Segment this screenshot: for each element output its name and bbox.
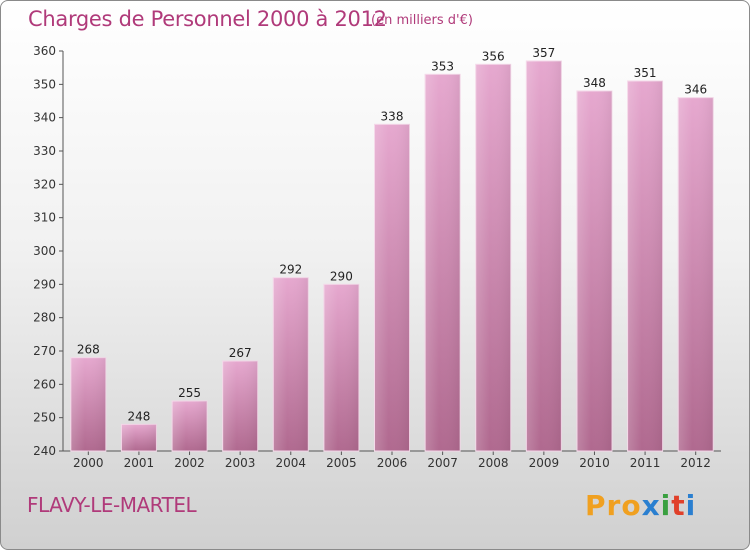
x-tick-label: 2009 (529, 456, 560, 470)
value-label: 356 (482, 49, 505, 63)
bar-shine (374, 124, 410, 451)
x-tick-label: 2006 (377, 456, 408, 470)
axes: 240 250 260 270 280 290 300 310 320 330 340 350 360 2… (33, 44, 721, 470)
value-label: 255 (178, 386, 201, 400)
bar-shine (576, 91, 612, 451)
bar-shine (475, 64, 511, 452)
chart-title: Charges de Personnel 2000 à 2012 (28, 7, 387, 31)
y-tick-label: 350 (33, 77, 56, 91)
x-tick-label: 2007 (427, 456, 458, 470)
y-tick-label: 310 (33, 211, 56, 225)
y-tick-label: 240 (33, 444, 56, 458)
bar-shine (526, 61, 562, 451)
value-label: 351 (634, 66, 657, 80)
proxiti-logo[interactable]: Proxiti (585, 489, 696, 522)
x-tick-label: 2000 (73, 456, 104, 470)
bar-shine (121, 424, 157, 451)
bar-shine (273, 277, 309, 451)
y-tick-label: 360 (33, 44, 56, 58)
x-tick-label: 2010 (579, 456, 610, 470)
y-tick-label: 340 (33, 111, 56, 125)
y-tick-label: 280 (33, 311, 56, 325)
y-tick-label: 330 (33, 144, 56, 158)
logo-part-4: t (671, 489, 686, 522)
y-tick-label: 320 (33, 177, 56, 191)
value-label: 348 (583, 76, 606, 90)
bar-shine (678, 97, 714, 452)
x-tick-label: 2004 (275, 456, 306, 470)
bar-shine (627, 81, 663, 451)
logo-part-5: i (685, 489, 697, 522)
value-label: 292 (279, 263, 302, 277)
y-tick-label: 250 (33, 411, 56, 425)
y-tick-label: 300 (33, 244, 56, 258)
x-tick-label: 2012 (680, 456, 711, 470)
value-label: 248 (127, 409, 150, 423)
x-tick-label: 2005 (326, 456, 357, 470)
y-tick-label: 270 (33, 344, 56, 358)
bar-shine (172, 401, 208, 451)
value-label: 338 (381, 109, 404, 123)
x-tick-label: 2002 (174, 456, 205, 470)
bar-shine (70, 357, 106, 451)
value-label: 268 (77, 343, 100, 357)
y-tick-label: 260 (33, 377, 56, 391)
y-tick-label: 290 (33, 277, 56, 291)
logo-part-3: i (660, 489, 672, 522)
bar-shine (425, 74, 461, 451)
x-tick-label: 2011 (630, 456, 661, 470)
logo-part-2: x (641, 489, 661, 522)
x-tick-label: 2001 (124, 456, 155, 470)
value-label: 357 (532, 46, 555, 60)
x-tick-label: 2008 (478, 456, 509, 470)
chart-subtitle: (en milliers d'€) (371, 13, 473, 28)
x-tick-label: 2003 (225, 456, 256, 470)
value-labels: 268 248 255 267 292 290 338 353 356 357 348 351 346 (77, 46, 707, 423)
value-label: 346 (684, 83, 707, 97)
bar-shine (222, 361, 258, 451)
bar-shine (323, 284, 359, 451)
commune-name: FLAVY-LE-MARTEL (27, 493, 197, 517)
bars (70, 60, 714, 452)
logo-part-1: Pro (585, 489, 642, 522)
value-label: 267 (229, 346, 252, 360)
value-label: 353 (431, 59, 454, 73)
value-label: 290 (330, 269, 353, 283)
